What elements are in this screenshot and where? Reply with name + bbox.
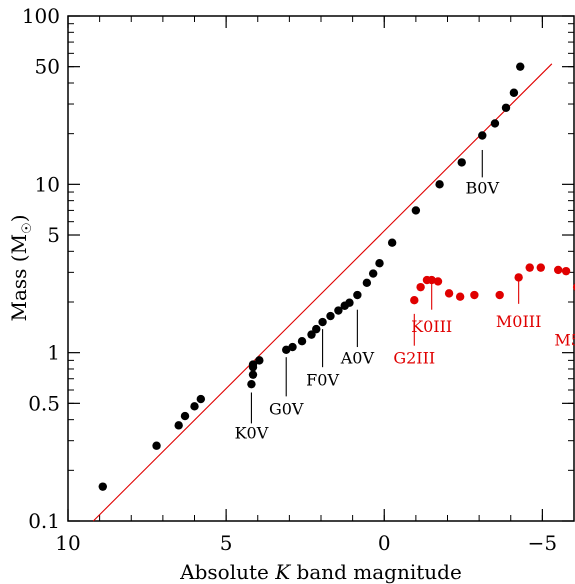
main-sequence-point bbox=[288, 342, 297, 352]
x-tick-label: 5 bbox=[220, 531, 233, 555]
x-tick-label: −5 bbox=[528, 531, 557, 555]
main-sequence-point bbox=[318, 317, 327, 327]
giant-point bbox=[561, 266, 571, 276]
data-points-layer bbox=[98, 62, 575, 491]
fit-line bbox=[92, 63, 553, 522]
y-tick-label: 100 bbox=[22, 4, 60, 28]
main-sequence-point bbox=[362, 278, 372, 288]
main-sequence-point bbox=[457, 158, 466, 167]
annotation-label: M5III bbox=[554, 331, 575, 350]
giant-point bbox=[553, 265, 563, 275]
plot-frame bbox=[67, 15, 575, 522]
main-sequence-point bbox=[368, 269, 378, 278]
main-sequence-point bbox=[297, 336, 307, 346]
main-sequence-point bbox=[501, 103, 511, 112]
x-tick-label: 10 bbox=[55, 531, 80, 555]
giant-point bbox=[572, 283, 575, 291]
main-sequence-point bbox=[516, 62, 525, 71]
annotation-label: B0V bbox=[466, 179, 500, 198]
y-tick-label: 0.5 bbox=[28, 391, 60, 415]
giant-point bbox=[427, 275, 436, 285]
giant-point bbox=[495, 290, 504, 300]
minor-ticks bbox=[67, 16, 575, 521]
main-sequence-point bbox=[387, 238, 397, 247]
main-sequence-point bbox=[248, 370, 258, 379]
annotation-label: G2III bbox=[393, 349, 435, 368]
y-tick-label: 0.1 bbox=[28, 509, 60, 533]
main-sequence-point bbox=[411, 206, 421, 215]
annotation-label: G0V bbox=[269, 399, 304, 418]
main-sequence-point bbox=[326, 311, 335, 321]
main-sequence-point bbox=[196, 394, 206, 404]
y-tick-label: 50 bbox=[35, 55, 60, 79]
main-sequence-point bbox=[375, 259, 384, 268]
annotation-label: M0III bbox=[496, 312, 542, 331]
main-sequence-point bbox=[180, 411, 190, 421]
main-sequence-point bbox=[282, 345, 291, 354]
main-sequence-point bbox=[312, 324, 321, 334]
main-sequence-point bbox=[334, 306, 343, 315]
annotation-label: F0V bbox=[306, 370, 339, 389]
giant-point bbox=[525, 263, 534, 272]
main-sequence-point bbox=[490, 119, 500, 128]
y-axis-label: Mass (M☉) bbox=[7, 214, 35, 321]
x-tick-label: 0 bbox=[378, 531, 391, 555]
main-sequence-point bbox=[345, 298, 354, 307]
annotation-label: K0III bbox=[411, 317, 452, 336]
main-sequence-point bbox=[255, 356, 264, 365]
y-tick-label: 1 bbox=[47, 341, 60, 365]
giant-point bbox=[470, 290, 479, 300]
x-axis-label: Absolute K band magnitude bbox=[179, 560, 462, 584]
giant-point bbox=[416, 282, 425, 292]
main-sequence-point bbox=[307, 330, 316, 339]
giant-point bbox=[536, 263, 545, 272]
main-sequence-point bbox=[478, 131, 487, 140]
main-sequence-point bbox=[98, 482, 107, 491]
giant-point bbox=[455, 292, 465, 301]
y-tick-label: 10 bbox=[35, 172, 60, 196]
main-sequence-point bbox=[435, 180, 444, 189]
main-sequence-point bbox=[248, 360, 258, 369]
giant-point bbox=[433, 277, 443, 286]
annotation-label: K0V bbox=[235, 423, 269, 442]
main-sequence-point bbox=[190, 402, 199, 411]
main-sequence-point bbox=[174, 421, 183, 430]
main-sequence-point bbox=[353, 290, 362, 300]
main-sequence-point bbox=[247, 379, 256, 389]
main-sequence-point bbox=[509, 88, 519, 97]
major-ticks bbox=[67, 15, 574, 522]
fit-line-layer bbox=[92, 63, 553, 522]
giant-point bbox=[410, 295, 419, 305]
giant-point bbox=[514, 273, 523, 282]
y-tick-label: 5 bbox=[47, 223, 60, 247]
giant-point bbox=[444, 289, 454, 298]
annotation-label: A0V bbox=[340, 349, 375, 368]
main-sequence-point bbox=[152, 441, 161, 450]
